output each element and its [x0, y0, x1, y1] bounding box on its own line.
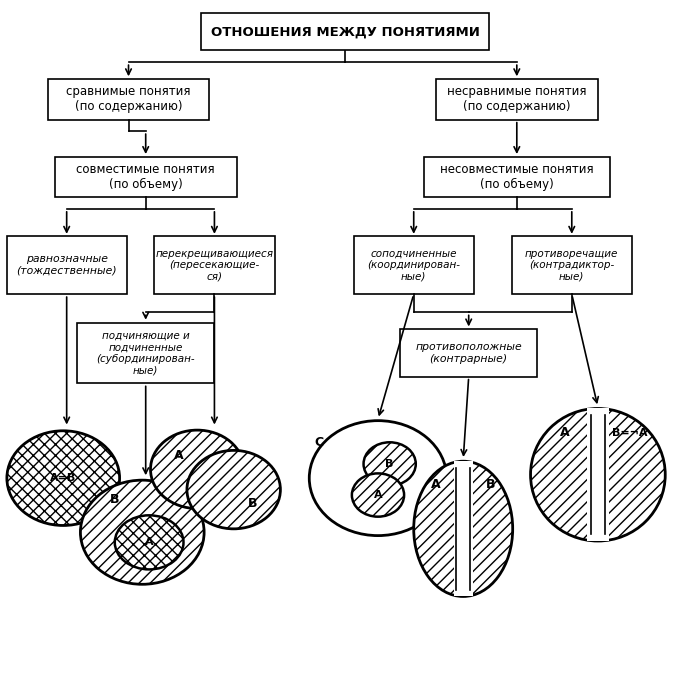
Text: B: B: [110, 493, 119, 507]
Ellipse shape: [309, 421, 446, 536]
Text: перекрещивающиеся
(пересекающие-
ся): перекрещивающиеся (пересекающие- ся): [155, 249, 273, 282]
Ellipse shape: [187, 450, 280, 529]
Text: совместимые понятия
(по объему): совместимые понятия (по объему): [77, 163, 215, 191]
Text: сравнимые понятия
(по содержанию): сравнимые понятия (по содержанию): [66, 86, 190, 113]
Ellipse shape: [7, 430, 119, 526]
FancyBboxPatch shape: [436, 79, 598, 120]
Text: A: A: [174, 449, 184, 462]
FancyBboxPatch shape: [512, 236, 632, 294]
Ellipse shape: [364, 442, 416, 485]
FancyBboxPatch shape: [77, 323, 215, 384]
Text: C: C: [315, 436, 324, 449]
FancyBboxPatch shape: [400, 329, 538, 377]
Text: равнозначные
(тождественные): равнозначные (тождественные): [17, 255, 117, 276]
Text: B=¬A: B=¬A: [612, 428, 647, 438]
FancyBboxPatch shape: [424, 157, 609, 198]
Text: ОТНОШЕНИЯ МЕЖДУ ПОНЯТИЯМИ: ОТНОШЕНИЯ МЕЖДУ ПОНЯТИЯМИ: [210, 25, 480, 38]
FancyBboxPatch shape: [155, 236, 275, 294]
FancyBboxPatch shape: [6, 236, 127, 294]
Text: A: A: [431, 479, 440, 492]
Ellipse shape: [115, 515, 184, 570]
Text: A: A: [560, 426, 570, 439]
Text: B: B: [386, 459, 394, 469]
Text: несовместимые понятия
(по объему): несовместимые понятия (по объему): [440, 163, 593, 191]
Text: B: B: [248, 496, 257, 510]
FancyBboxPatch shape: [55, 157, 237, 198]
Ellipse shape: [352, 473, 404, 517]
Text: соподчиненные
(координирован-
ные): соподчиненные (координирован- ные): [367, 249, 460, 282]
Bar: [587, 409, 609, 541]
Text: A=B: A=B: [50, 473, 77, 483]
Text: подчиняющие и
подчиненные
(субординирован-
ные): подчиняющие и подчиненные (субординирова…: [97, 331, 195, 375]
Ellipse shape: [531, 409, 665, 541]
Text: A: A: [145, 537, 153, 547]
Text: B: B: [486, 479, 495, 492]
Text: противоположные
(контрарные): противоположные (контрарные): [415, 342, 522, 364]
FancyBboxPatch shape: [201, 13, 489, 50]
Ellipse shape: [81, 480, 204, 585]
FancyBboxPatch shape: [353, 236, 474, 294]
Ellipse shape: [150, 430, 244, 509]
FancyBboxPatch shape: [48, 79, 209, 120]
Text: противоречащие
(контрадиктор-
ные): противоречащие (контрадиктор- ные): [525, 249, 618, 282]
Bar: [453, 461, 473, 596]
Ellipse shape: [414, 461, 513, 596]
Text: несравнимые понятия
(по содержанию): несравнимые понятия (по содержанию): [447, 86, 586, 113]
Text: A: A: [374, 490, 382, 500]
